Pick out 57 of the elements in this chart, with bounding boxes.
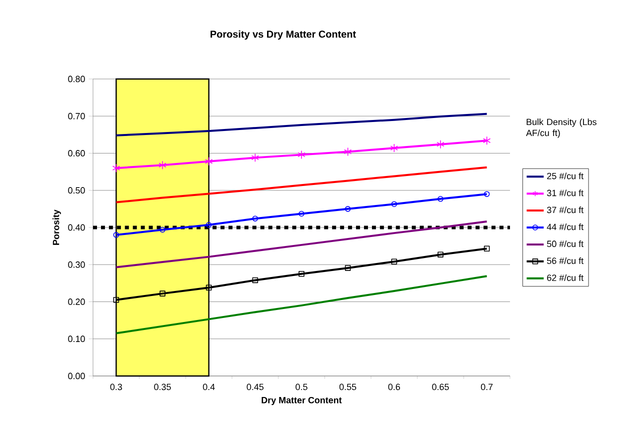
point bbox=[158, 160, 166, 170]
x-tick-label: 0.4 bbox=[202, 384, 215, 390]
y-tick-label: 0.80 bbox=[68, 76, 85, 82]
y-tick-label: 0.00 bbox=[68, 372, 85, 380]
point bbox=[298, 210, 304, 217]
legend-label: 37 #/cu ft bbox=[547, 206, 584, 214]
x-tick-label: 0.65 bbox=[432, 384, 449, 390]
point bbox=[113, 232, 120, 238]
legend-label: 44 #/cu ft bbox=[546, 223, 584, 230]
legend-label: 50 #/cu ft bbox=[547, 240, 584, 248]
x-tick-label: 0.6 bbox=[388, 384, 400, 390]
legend-label: 31 #/cu ft bbox=[547, 190, 584, 196]
x-tick-label: 0.7 bbox=[480, 384, 493, 390]
point bbox=[160, 226, 166, 233]
point bbox=[160, 290, 166, 296]
legend-title: Bulk Density (Lbs AF/cu ft) bbox=[526, 118, 596, 138]
point bbox=[298, 150, 306, 160]
point bbox=[206, 284, 212, 291]
point bbox=[251, 153, 260, 162]
y-tick-label: 0.70 bbox=[68, 112, 85, 120]
legend-label: 25 #/cu ft bbox=[547, 172, 584, 180]
point bbox=[484, 191, 490, 197]
legend-label: 62 #/cu ft bbox=[547, 274, 584, 281]
point bbox=[252, 216, 258, 222]
point bbox=[391, 201, 398, 207]
point bbox=[344, 265, 351, 271]
point bbox=[112, 164, 120, 172]
point bbox=[113, 296, 120, 303]
x-axis-title: Dry Matter Content bbox=[262, 396, 342, 406]
x-tick-label: 0.3 bbox=[110, 384, 122, 390]
y-tick-label: 0.20 bbox=[68, 298, 85, 305]
y-tick-label: 0.60 bbox=[68, 150, 85, 156]
x-tick-label: 0.5 bbox=[296, 384, 308, 390]
point bbox=[204, 157, 213, 166]
point bbox=[390, 144, 398, 152]
x-tick-label: 0.35 bbox=[154, 384, 171, 390]
y-tick-label: 0.10 bbox=[68, 336, 85, 342]
point bbox=[298, 271, 304, 277]
point bbox=[482, 136, 491, 146]
legend-label: 56 #/cu ft bbox=[547, 257, 584, 264]
point bbox=[438, 196, 444, 202]
point bbox=[344, 206, 351, 212]
point bbox=[438, 252, 444, 258]
x-tick-label: 0.55 bbox=[339, 384, 356, 390]
line-series bbox=[115, 166, 488, 204]
y-tick-label: 0.40 bbox=[68, 224, 85, 231]
y-tick-label: 0.30 bbox=[68, 261, 85, 268]
y-tick-label: 0.50 bbox=[68, 187, 85, 194]
y-axis-title: Porosity bbox=[52, 210, 61, 245]
point bbox=[484, 246, 490, 252]
chart-title: Porosity vs Dry Matter Content bbox=[210, 30, 356, 40]
point bbox=[206, 222, 212, 228]
point bbox=[436, 140, 444, 149]
point bbox=[391, 258, 398, 265]
x-tick-label: 0.45 bbox=[246, 384, 264, 390]
point bbox=[344, 147, 352, 156]
point bbox=[252, 277, 258, 284]
